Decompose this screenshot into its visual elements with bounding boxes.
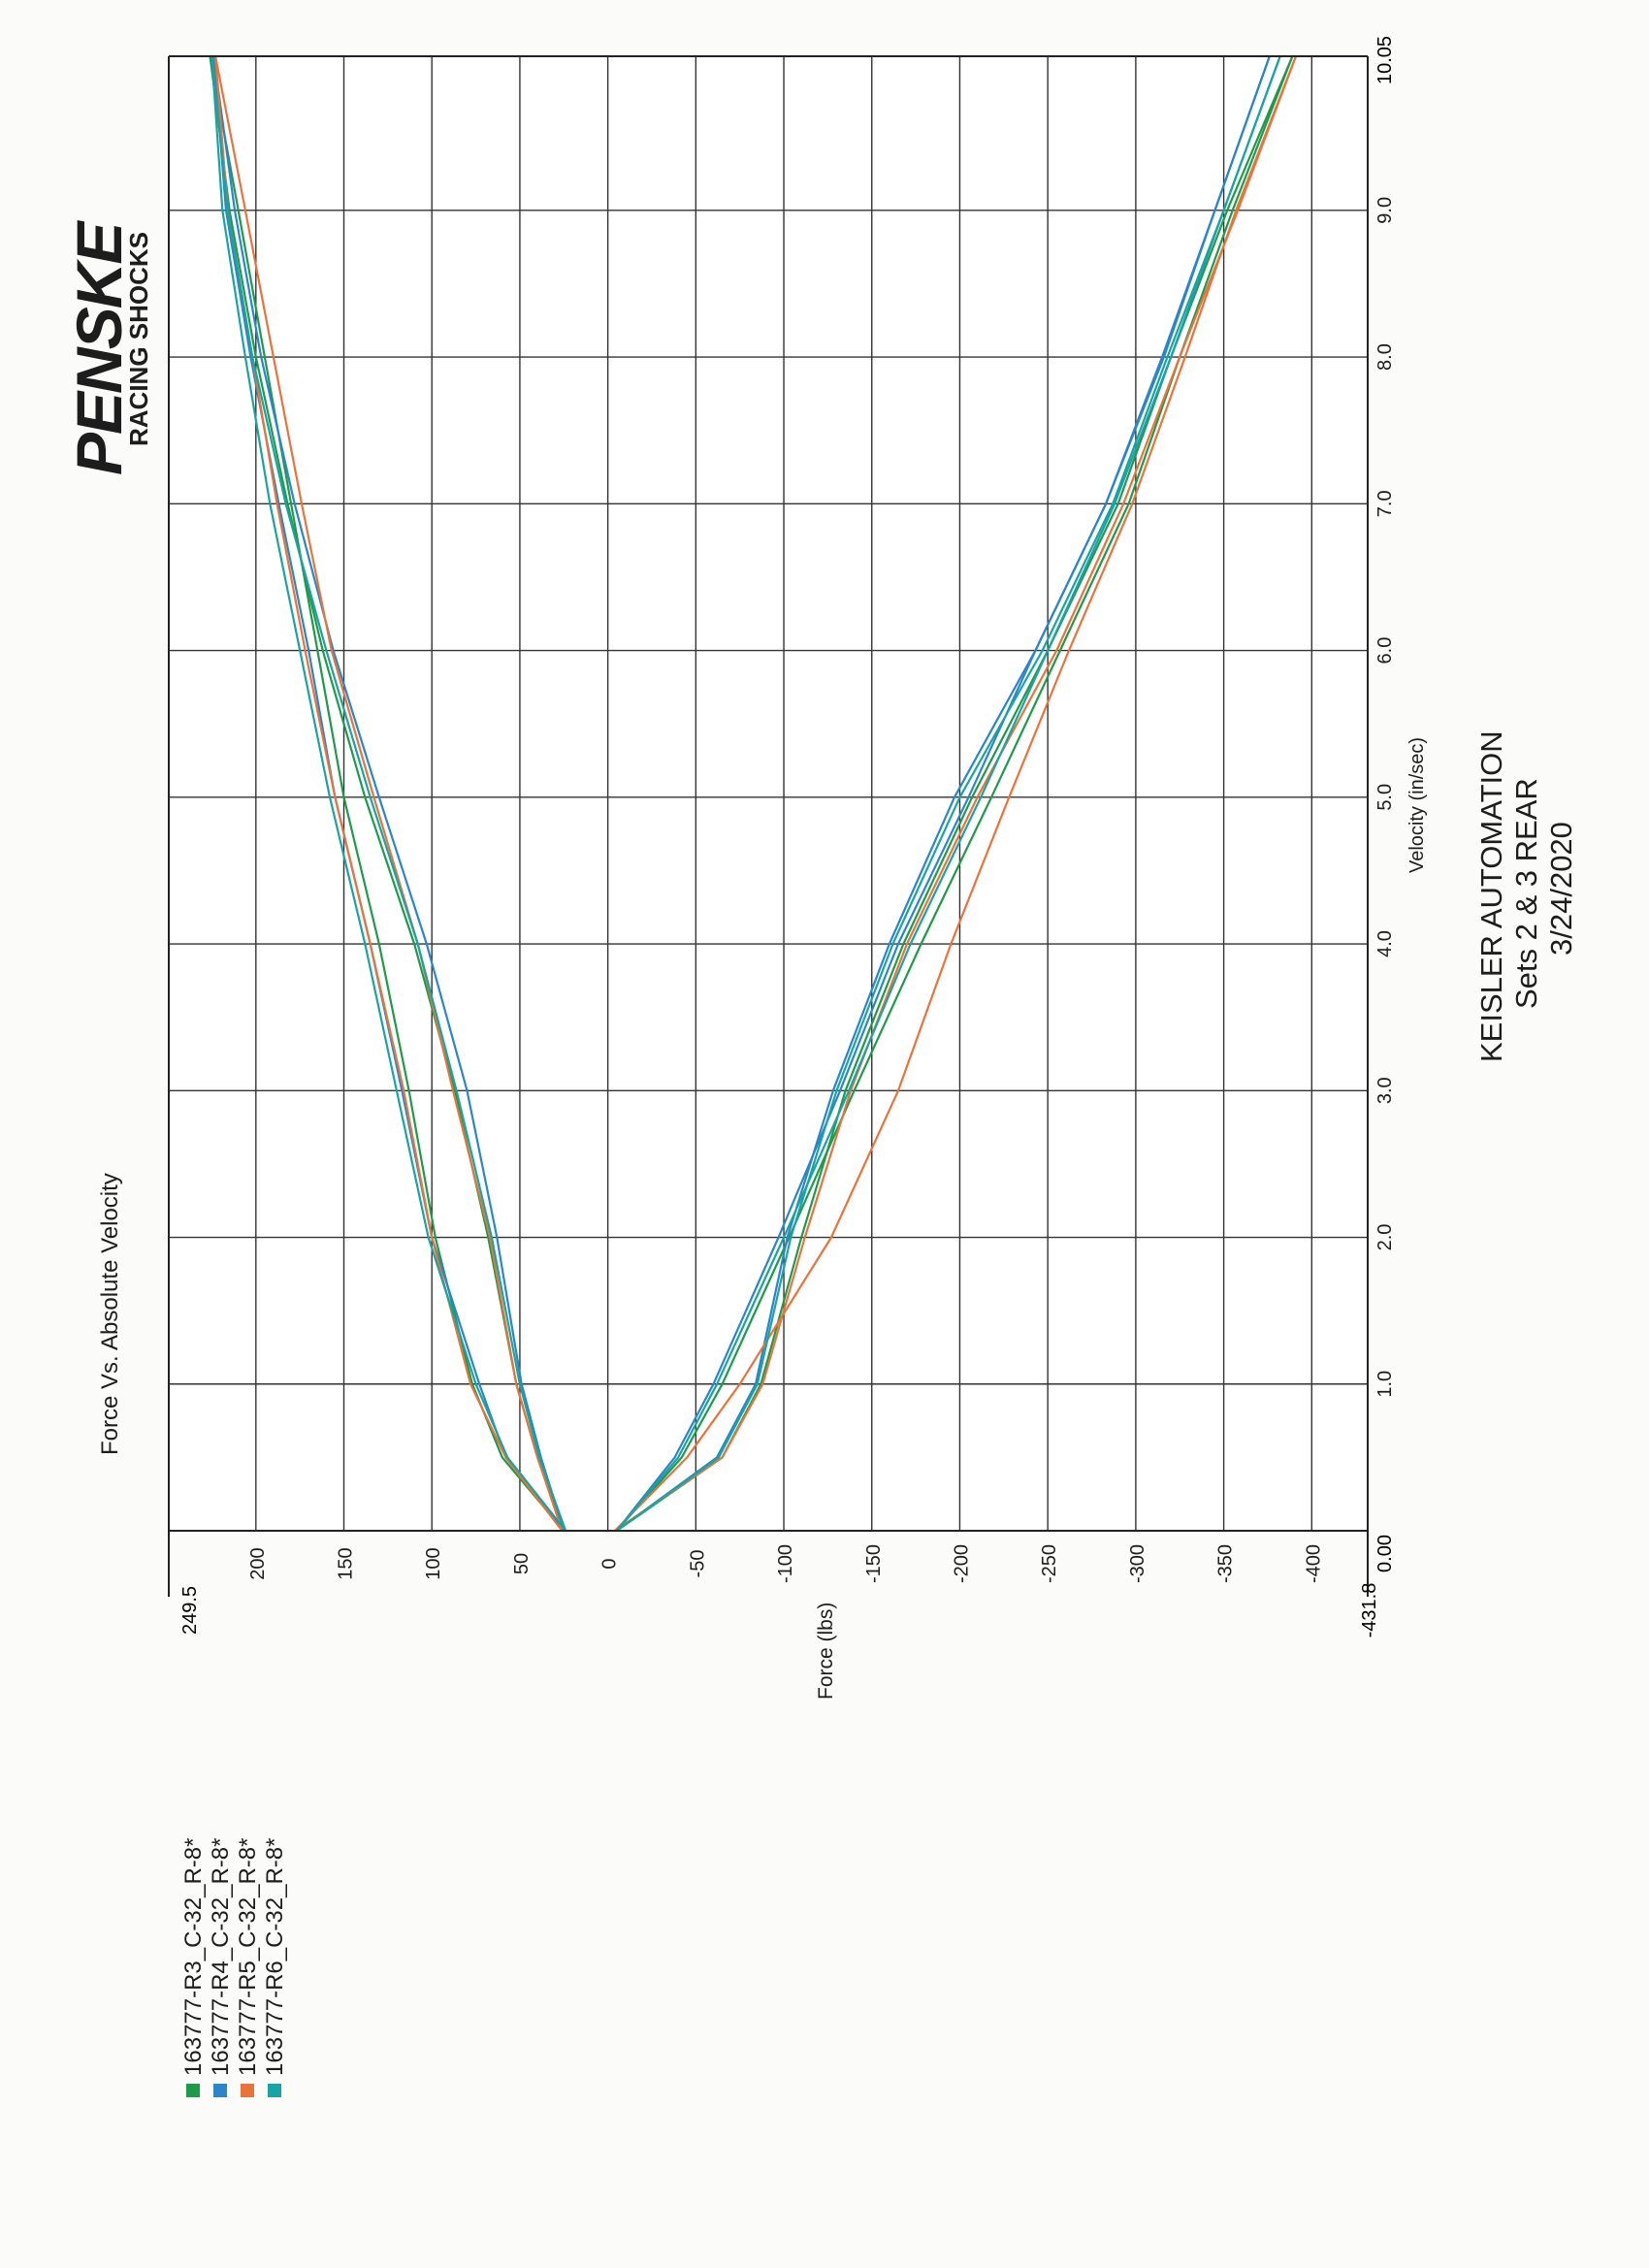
x-tick-label: 5.0 [1374,784,1396,811]
report-date: 3/24/2020 [1544,822,1578,956]
x-tick-label: 9.0 [1374,197,1396,224]
x-range-max-label: 10.05 [1374,36,1396,84]
report-company: KEISLER AUTOMATION [1474,730,1508,1062]
legend-label: 163777-R5_C-32_R-8* [235,1837,261,2076]
y-tick-label: -150 [863,1544,885,1583]
y-tick-label: 0 [599,1558,621,1569]
y-tick-label: -400 [1303,1544,1324,1583]
series-line-compression [615,55,1271,1532]
legend-label: 163777-R3_C-32_R-8* [180,1837,207,2076]
y-tick-label: -100 [775,1544,796,1583]
series-line-rebound [210,55,566,1532]
legend-swatch [213,2084,227,2097]
x-tick-label: 3.0 [1374,1077,1396,1104]
y-tick-label: -200 [951,1544,972,1583]
y-range-max-label: 249.5 [179,1586,201,1635]
legend-item: 163777-R6_C-32_R-8* [260,1562,291,2105]
chart-axes: 1.0 2.0 3.0 4.0 5.0 6.0 7.0 8.0 9.0 200 150 100 50 0 -… [168,36,1396,1638]
x-tick-label: 2.0 [1374,1224,1396,1251]
report-sets: Sets 2 & 3 REAR [1509,778,1543,1009]
chart-curves [209,55,1298,1532]
x-range-min-label: 0.00 [1374,1535,1396,1572]
series-line-rebound-return [214,55,564,1532]
y-tick-label: 150 [336,1547,357,1579]
x-axis-label: Velocity (in/sec) [1406,736,1428,873]
legend-item: 163777-R5_C-32_R-8* [233,1562,264,2105]
x-tick-label: 7.0 [1374,490,1396,517]
y-tick-label: 100 [423,1547,444,1579]
x-tick-label: 8.0 [1374,343,1396,371]
y-axis-label: Force (lbs) [815,1602,837,1700]
y-tick-label: 200 [247,1547,269,1579]
chart-title: Force Vs. Absolute Velocity [97,1173,123,1455]
legend-swatch [268,2084,281,2097]
legend-swatch [186,2084,200,2097]
x-tick-label: 4.0 [1374,930,1396,957]
y-tick-label: -250 [1039,1544,1060,1583]
y-tick-label: -300 [1127,1544,1148,1583]
series-line-compression-return [614,55,1298,1532]
series-line-rebound-return [212,55,566,1532]
legend-label: 163777-R4_C-32_R-8* [208,1837,234,2076]
logo-tagline: RACING SHOCKS [124,231,153,446]
series-line-compression-return [616,55,1281,1532]
plot-background [169,56,1368,1531]
y-range-min-label: -431.8 [1359,1583,1380,1638]
y-tick-label: -350 [1215,1544,1237,1583]
legend-swatch [241,2084,254,2097]
series-line-rebound-return [210,55,567,1532]
series-line-compression-return [616,55,1271,1532]
series-line-compression [614,55,1298,1532]
series-line-compression [615,55,1281,1532]
legend-item: 163777-R4_C-32_R-8* [206,1562,237,2105]
penske-logo: PENSKE RACING SHOCKS [60,58,153,475]
legend-item: 163777-R3_C-32_R-8* [178,1562,210,2105]
x-tick-label: 1.0 [1374,1371,1396,1398]
legend-label: 163777-R6_C-32_R-8* [262,1837,288,2076]
y-tick-label: -50 [687,1550,708,1578]
x-tick-label: 6.0 [1374,637,1396,664]
y-tick-label: 50 [511,1553,533,1574]
